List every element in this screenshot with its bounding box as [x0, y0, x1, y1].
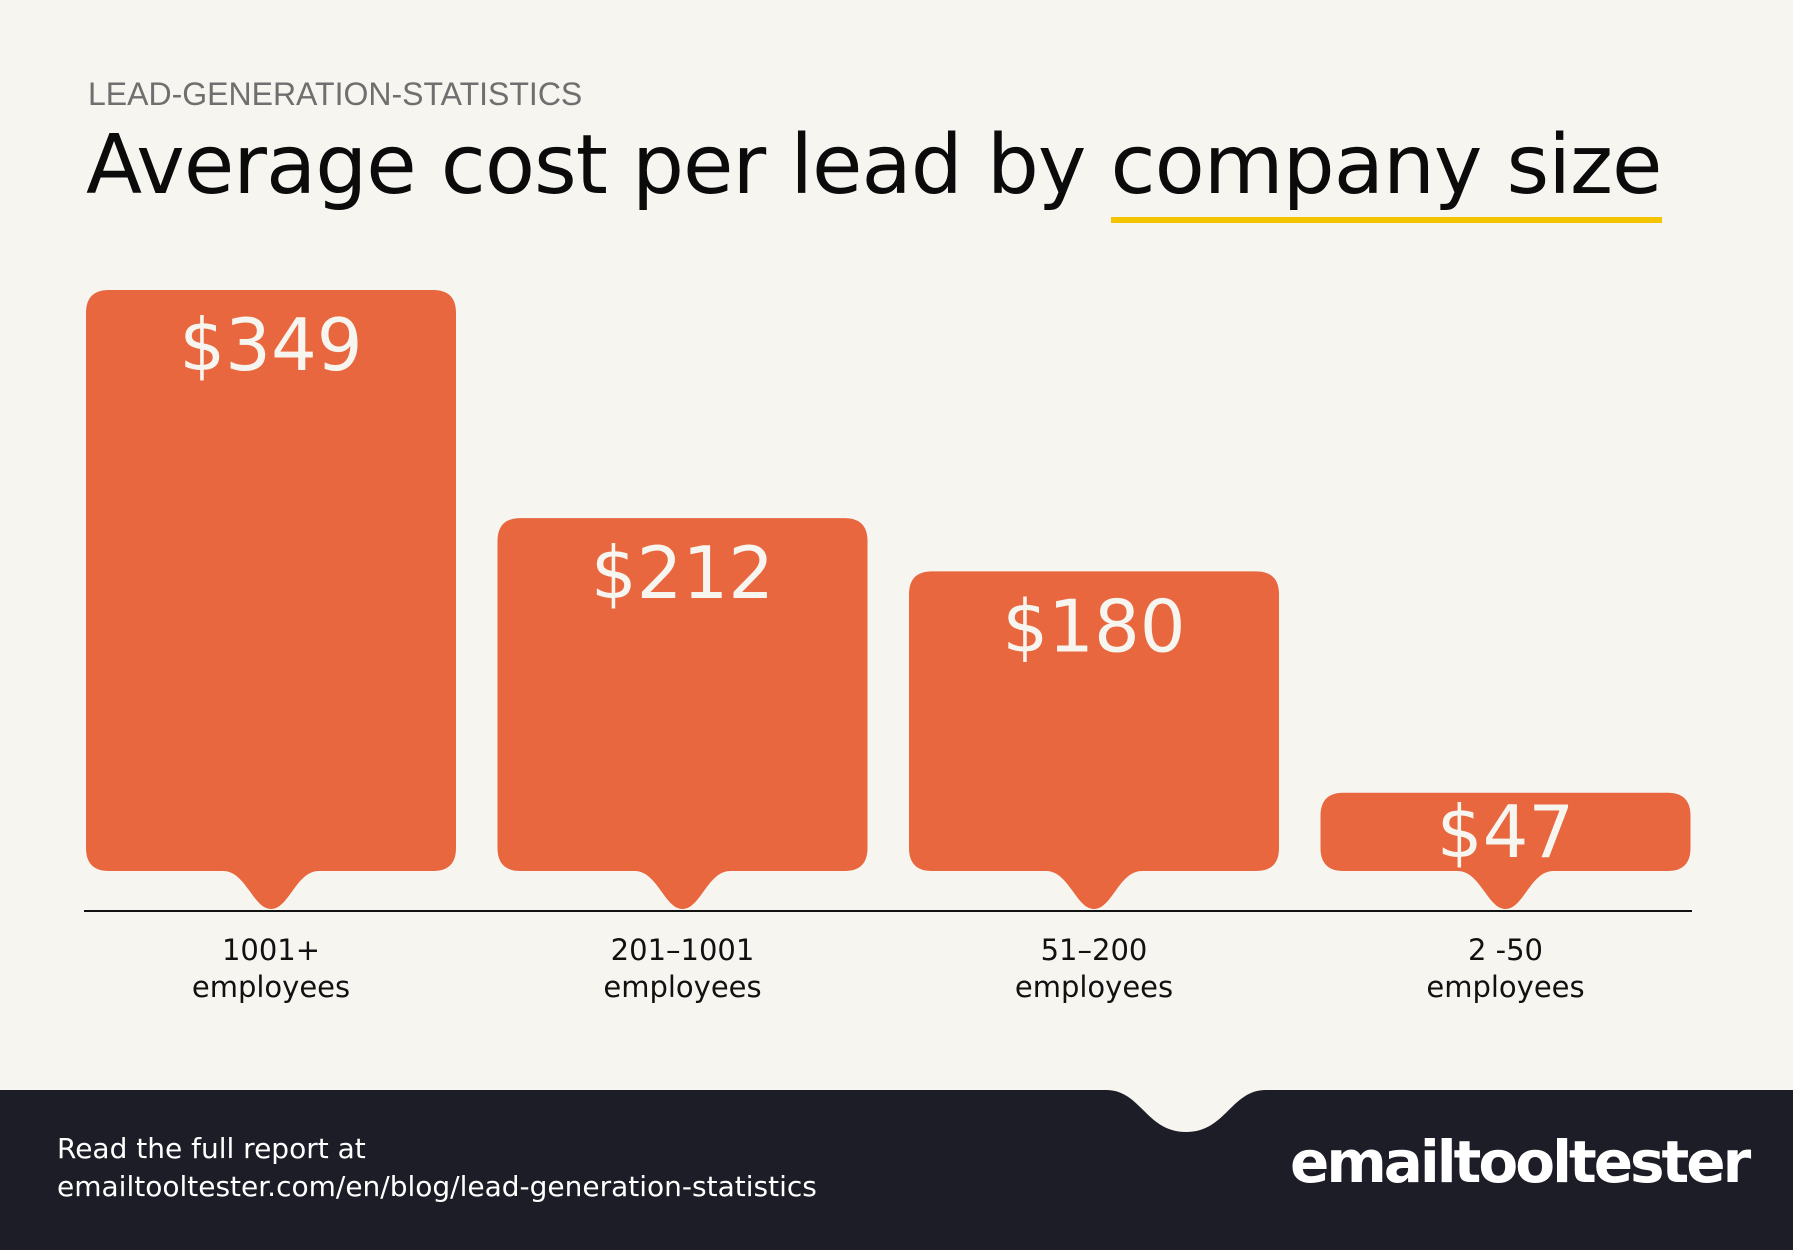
value-label: $212	[591, 531, 774, 615]
bar	[497, 518, 868, 909]
brand-logo: emailtooltester	[1290, 1128, 1751, 1196]
footer-line-1: Read the full report at	[57, 1132, 366, 1165]
value-label: $349	[179, 303, 362, 387]
bar	[909, 571, 1279, 909]
footer-text: Read the full report at emailtooltester.…	[57, 1130, 817, 1206]
category-label: 201–1001	[611, 933, 755, 967]
bar	[1320, 792, 1691, 909]
value-label: $180	[1002, 584, 1185, 668]
page-title: Average cost per lead by company size	[86, 118, 1663, 223]
title-highlight: company size	[1110, 118, 1663, 223]
category-label: 2 -50	[1468, 933, 1543, 967]
category-label: 1001+	[222, 933, 320, 967]
eyebrow-label: LEAD-GENERATION-STATISTICS	[88, 76, 583, 112]
footer-link[interactable]: emailtooltester.com/en/blog/lead-generat…	[57, 1170, 817, 1203]
category-label: employees	[1426, 970, 1584, 1004]
title-main: Average cost per lead by	[86, 118, 1111, 213]
category-label: employees	[603, 970, 761, 1004]
bar	[86, 290, 456, 909]
value-label: $47	[1437, 790, 1574, 874]
footer-background	[0, 1090, 1793, 1250]
category-label: employees	[192, 970, 350, 1004]
category-label: 51–200	[1041, 933, 1148, 967]
category-label: employees	[1015, 970, 1173, 1004]
